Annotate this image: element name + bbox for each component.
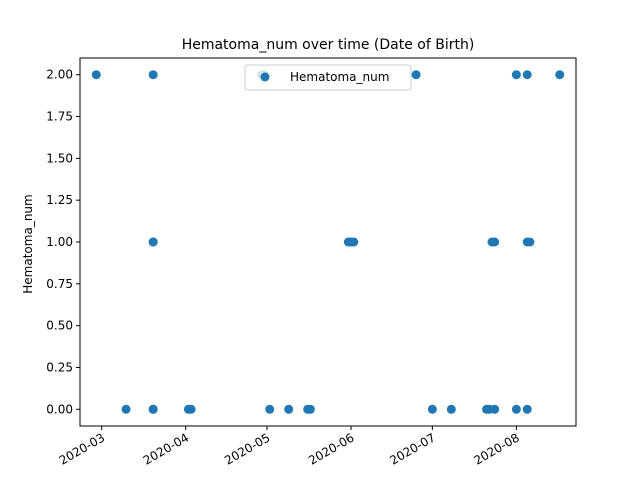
data-point [522, 404, 532, 414]
data-point [490, 404, 500, 414]
y-tick-label: 0.00 [46, 402, 73, 416]
data-point [411, 70, 421, 80]
y-tick-label: 1.50 [46, 151, 73, 165]
chart-title: Hematoma_num over time (Date of Birth) [182, 37, 475, 53]
data-point [446, 404, 456, 414]
data-point [522, 70, 532, 80]
y-axis-title: Hematoma_num [21, 194, 35, 293]
data-point [427, 404, 437, 414]
data-points [91, 70, 565, 414]
y-tick-label: 1.25 [46, 193, 73, 207]
y-tick-label: 0.75 [46, 277, 73, 291]
legend-box [244, 64, 412, 91]
legend: Hematoma_num [244, 64, 412, 91]
data-point [490, 237, 500, 247]
plot-area-frame [79, 57, 577, 427]
data-point [511, 404, 521, 414]
y-tick-label: 1.75 [46, 110, 73, 124]
y-tick-label: 2.00 [46, 68, 73, 82]
data-point [265, 404, 275, 414]
legend-label: Hematoma_num [290, 70, 389, 84]
data-point [148, 70, 158, 80]
legend-marker [260, 72, 270, 82]
data-point [305, 404, 315, 414]
data-point [186, 404, 196, 414]
data-point [148, 404, 158, 414]
y-axis: 0.00 0.25 0.50 0.75 1.00 1.25 1.50 1.75 2.00 [46, 68, 80, 416]
data-point [284, 404, 294, 414]
y-tick-label: 0.50 [46, 319, 73, 333]
data-point [349, 237, 359, 247]
data-point [91, 70, 101, 80]
y-tick-label: 1.00 [46, 235, 73, 249]
data-point [555, 70, 565, 80]
data-point [525, 237, 535, 247]
data-point [121, 404, 131, 414]
data-point [148, 237, 158, 247]
data-point [511, 70, 521, 80]
y-tick-label: 0.25 [46, 360, 73, 374]
